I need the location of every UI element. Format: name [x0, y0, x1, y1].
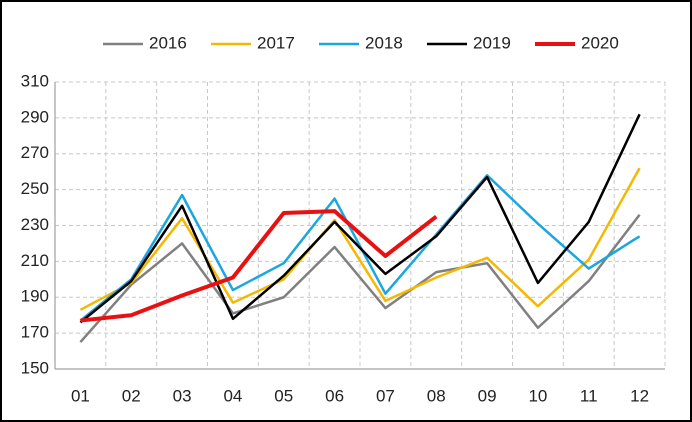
y-tick-label: 250 [21, 179, 49, 198]
x-tick-label: 03 [173, 386, 192, 405]
x-tick-label: 05 [274, 386, 293, 405]
legend-label: 2019 [473, 33, 511, 52]
x-tick-label: 02 [122, 386, 141, 405]
x-tick-label: 10 [528, 386, 547, 405]
y-tick-label: 310 [21, 71, 49, 90]
series-line [79, 174, 641, 322]
y-tick-label: 190 [21, 287, 49, 306]
x-tick-label: 07 [376, 386, 395, 405]
series-line [79, 213, 641, 343]
x-tick-label: 11 [580, 386, 598, 405]
x-tick-label: 01 [71, 386, 90, 405]
y-tick-label: 290 [21, 107, 49, 126]
y-tick-label: 210 [21, 251, 49, 270]
x-tick-label: 04 [223, 386, 242, 405]
legend-label: 2017 [257, 33, 295, 52]
legend-label: 2018 [365, 33, 403, 52]
y-tick-label: 230 [21, 215, 49, 234]
x-tick-label: 08 [427, 386, 446, 405]
series-line [79, 113, 641, 324]
x-tick-label: 09 [478, 386, 497, 405]
legend-label: 2020 [581, 33, 619, 52]
legend-label: 2016 [149, 33, 187, 52]
x-tick-label: 12 [630, 386, 649, 405]
y-tick-label: 150 [21, 358, 49, 377]
x-tick-label: 06 [325, 386, 344, 405]
y-tick-label: 170 [21, 323, 49, 342]
series-line [79, 167, 641, 311]
series-line [80, 209, 438, 323]
y-tick-label: 270 [21, 143, 49, 162]
